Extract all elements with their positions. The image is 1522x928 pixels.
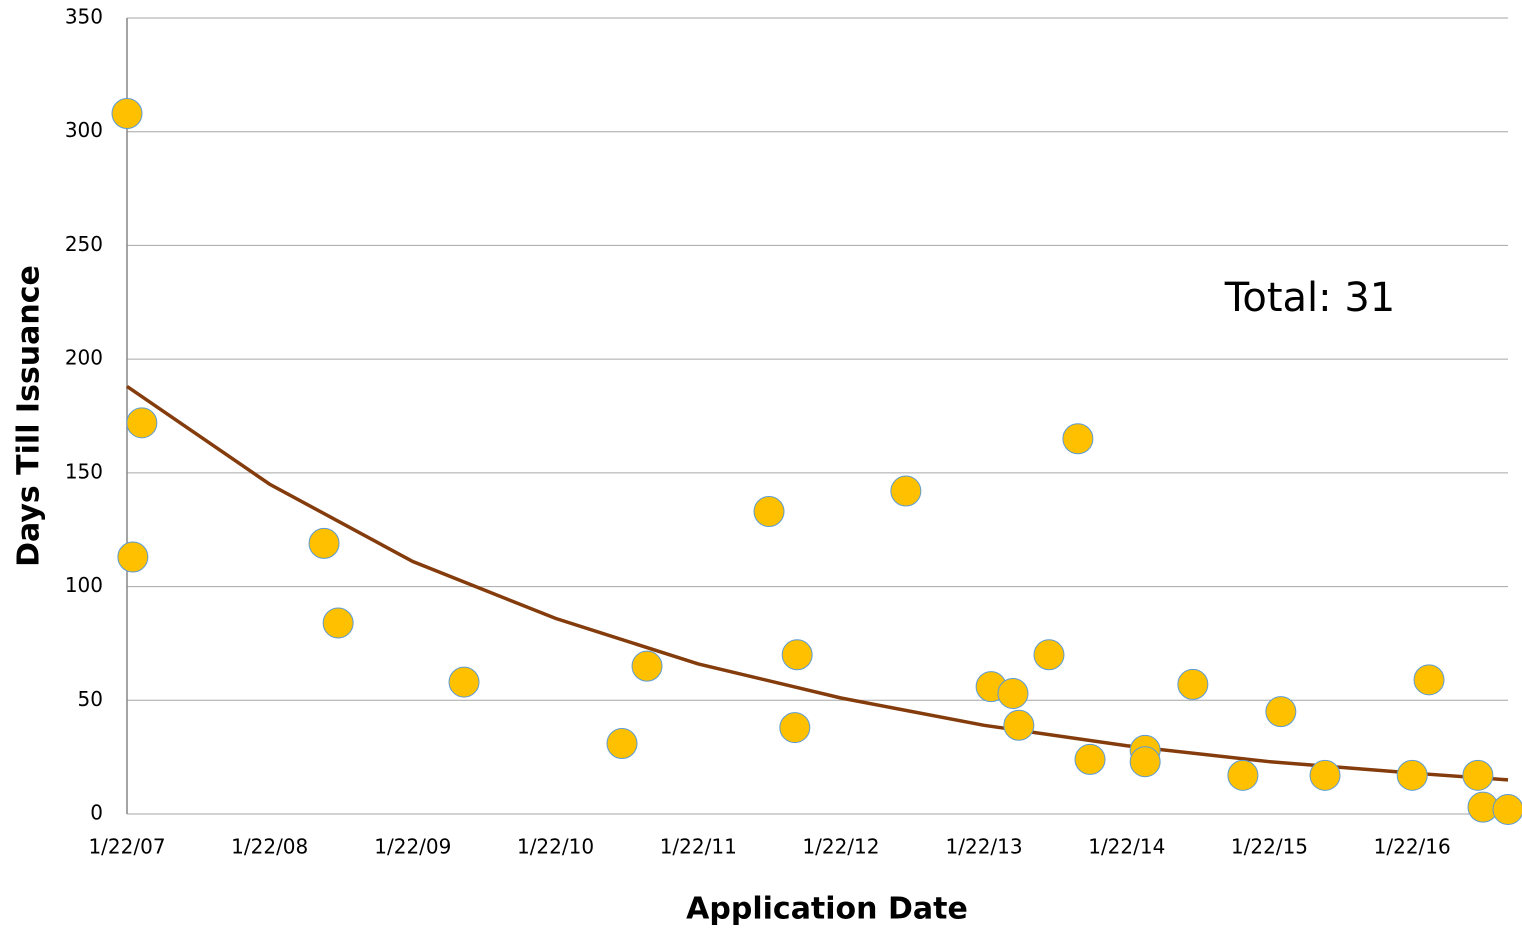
- x-tick-label: 1/22/07: [88, 835, 165, 859]
- x-tick-label: 1/22/12: [802, 835, 879, 859]
- x-tick-label: 1/22/14: [1088, 835, 1165, 859]
- point: [1396, 759, 1428, 791]
- point: [1003, 709, 1035, 741]
- point: [1074, 743, 1106, 775]
- point: [631, 650, 663, 682]
- x-tick-label: 1/22/16: [1374, 835, 1451, 859]
- point: [1062, 423, 1094, 455]
- y-tick-label: 200: [65, 346, 103, 370]
- point: [308, 527, 340, 559]
- y-tick-label: 100: [65, 573, 103, 597]
- x-tick-label: 1/22/09: [374, 835, 451, 859]
- y-axis-label: Days Till Issuance: [12, 265, 47, 567]
- point: [779, 712, 811, 744]
- point: [117, 541, 149, 573]
- y-tick-label: 350: [65, 5, 103, 29]
- x-tick-label: 1/22/08: [231, 835, 308, 859]
- point: [1462, 759, 1494, 791]
- y-tick-label: 300: [65, 118, 103, 142]
- x-tick-label: 1/22/13: [946, 835, 1023, 859]
- point: [1492, 793, 1522, 825]
- point: [1265, 696, 1297, 728]
- point: [322, 607, 354, 639]
- x-tick-label: 1/22/15: [1231, 835, 1308, 859]
- trendline: [126, 384, 1509, 782]
- point: [1413, 664, 1445, 696]
- point: [1177, 668, 1209, 700]
- annotation: Total: 31: [1224, 275, 1396, 321]
- x-tick-label: 1/22/10: [517, 835, 594, 859]
- point: [997, 677, 1029, 709]
- point: [781, 639, 813, 671]
- y-tick-label: 250: [65, 232, 103, 256]
- point: [1129, 746, 1161, 778]
- point: [753, 496, 785, 528]
- x-tick-label: 1/22/11: [660, 835, 737, 859]
- point: [126, 407, 158, 439]
- y-tick-label: 150: [65, 459, 103, 483]
- point: [1309, 759, 1341, 791]
- point: [448, 666, 480, 698]
- point: [111, 98, 143, 130]
- y-tick-label: 50: [78, 687, 103, 711]
- y-tick-label: 0: [90, 801, 103, 825]
- point: [1227, 759, 1259, 791]
- point: [1033, 639, 1065, 671]
- x-axis-label: Application Date: [686, 892, 968, 927]
- point: [890, 475, 922, 507]
- point: [606, 727, 638, 759]
